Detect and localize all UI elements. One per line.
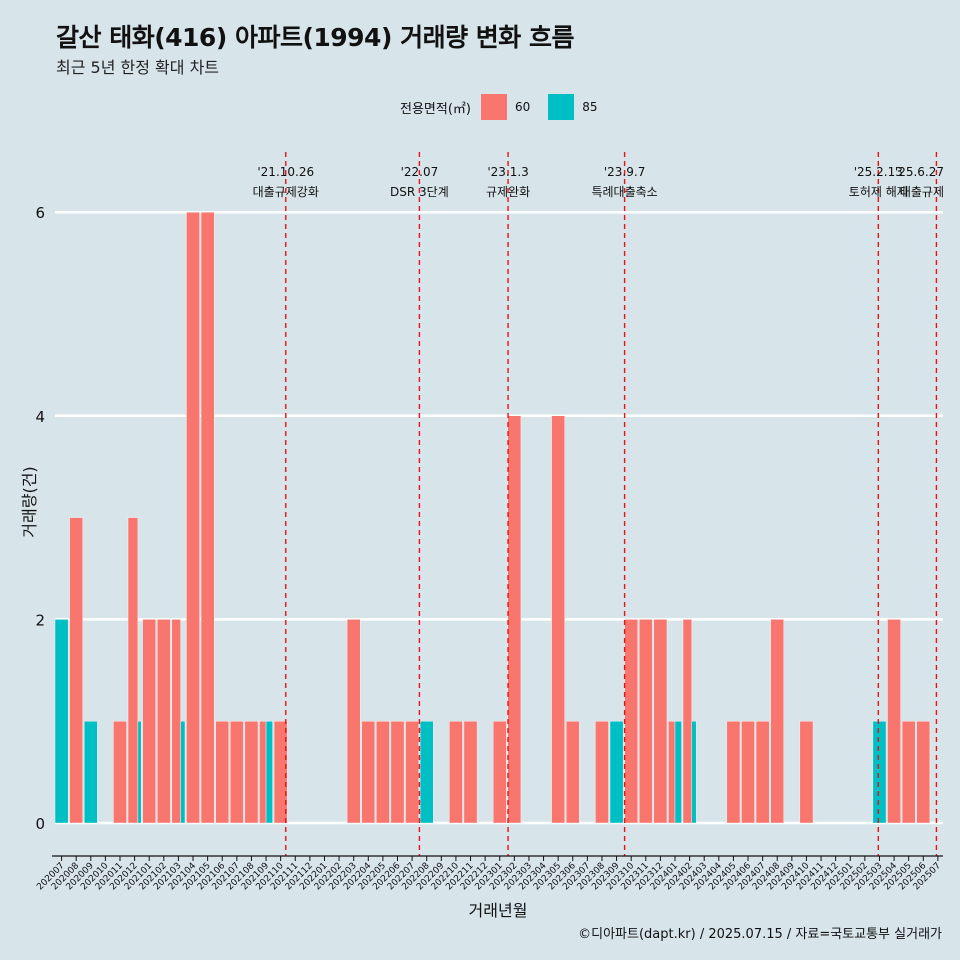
event-date-1: '22.07	[401, 165, 439, 179]
bar-60-202504	[887, 619, 901, 824]
bar-60-202012	[127, 517, 139, 824]
legend-label-85: 85	[582, 100, 598, 114]
event-label-0: 대출규제강화	[253, 185, 319, 199]
bar-60-202211	[463, 721, 478, 824]
source-caption: ©디아파트(dapt.kr) / 2025.07.15 / 자료=국토교통부 실…	[578, 927, 942, 942]
bar-85-202309	[609, 721, 624, 824]
legend-key-85	[548, 94, 575, 120]
event-date-2: '23.1.3	[487, 165, 528, 179]
axes: 2020072020082020092020102020112020122021…	[35, 855, 943, 892]
bar-85-202401	[674, 721, 682, 824]
legend: 전용면적(㎡) 60 85	[400, 94, 616, 120]
bar-60-202102	[157, 619, 171, 824]
y-axis-label: 거래량(건)	[20, 466, 39, 538]
bar-60-202101	[142, 619, 156, 824]
event-lines: '21.10.26 대출규제강화 '22.07 DSR 3단계 '23.1.3 규제완화 '…	[253, 152, 944, 856]
event-date-0: '21.10.26	[257, 165, 314, 179]
bar-60-202205	[376, 721, 390, 824]
bar-85-202208	[419, 721, 434, 824]
bar-60-202406	[741, 721, 755, 824]
bar-60-202408	[770, 619, 785, 824]
bar-60-202108	[244, 721, 259, 824]
bar-60-202210	[449, 721, 463, 824]
bar-60-202301	[492, 721, 507, 824]
bar-60-202109	[259, 721, 267, 824]
legend-key-60	[480, 94, 507, 120]
bar-60-202308	[595, 721, 609, 824]
bar-60-202305	[551, 415, 565, 824]
bar-60-202401	[668, 721, 676, 824]
y-tick-label-6: 6	[35, 204, 45, 222]
event-label-5: 대출규제	[900, 185, 944, 199]
bar-60-202008	[69, 517, 83, 824]
chart-title: 갈산 태화(416) 아파트(1994) 거래량 변화 흐름	[56, 23, 575, 52]
bar-60-202410	[799, 721, 814, 824]
bar-60-202312	[653, 619, 668, 824]
bar-60-202310	[624, 619, 638, 824]
bar-85-202402	[691, 721, 697, 824]
bar-85-202009	[84, 721, 98, 824]
event-label-2: 규제완화	[486, 185, 530, 199]
event-label-1: DSR 3단계	[390, 185, 449, 199]
legend-title: 전용면적(㎡)	[400, 101, 471, 117]
legend-label-60: 60	[514, 100, 531, 114]
bar-60-202103	[171, 619, 181, 824]
bar-60-202011	[113, 721, 127, 824]
bar-60-202405	[726, 721, 741, 824]
bar-60-202407	[755, 721, 770, 824]
event-date-3: '23.9.7	[604, 165, 645, 179]
bar-60-202402	[682, 619, 692, 824]
bar-60-202306	[565, 721, 580, 824]
event-label-3: 특례대출축소	[591, 185, 657, 199]
event-date-4: '25.2.13	[854, 165, 903, 179]
bar-60-202105	[200, 211, 215, 824]
bar-60-202311	[639, 619, 653, 824]
bar-85-202007	[54, 619, 69, 824]
bar-60-202302	[507, 415, 522, 824]
bar-60-202206	[390, 721, 405, 824]
y-tick-label-4: 4	[35, 408, 45, 426]
bar-60-202110	[273, 721, 288, 824]
y-tick-label-2: 2	[35, 611, 45, 629]
event-date-5: '25.6.27	[895, 165, 944, 179]
chart-subtitle: 최근 5년 한정 확대 차트	[56, 58, 220, 77]
bars	[54, 211, 931, 824]
x-axis-label: 거래년월	[468, 901, 528, 920]
event-label-4: 토허제 해제	[849, 185, 908, 199]
bar-60-202107	[230, 721, 244, 824]
bar-60-202106	[215, 721, 230, 824]
bar-85-202012	[137, 721, 142, 824]
bar-85-202109	[265, 721, 273, 824]
bar-60-202505	[901, 721, 916, 824]
y-tick-label-0: 0	[35, 815, 45, 833]
bar-60-202207	[405, 721, 419, 824]
bar-60-202506	[916, 721, 931, 824]
bar-60-202104	[186, 211, 200, 824]
bar-85-202103	[180, 721, 186, 824]
bar-60-202204	[361, 721, 376, 824]
bar-85-202503	[872, 721, 887, 824]
bar-60-202203	[346, 619, 361, 824]
